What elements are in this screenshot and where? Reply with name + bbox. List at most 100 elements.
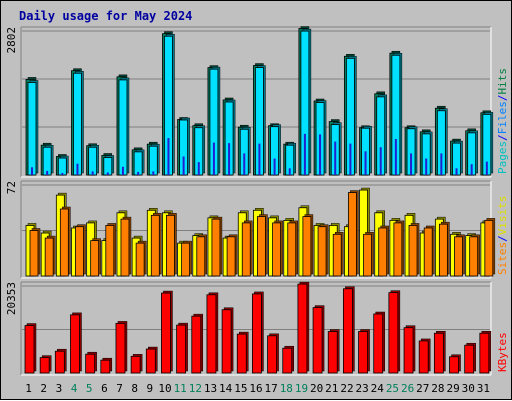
bar-files-day-27 <box>421 131 433 176</box>
bar-kbytes-day-28 <box>433 330 446 374</box>
bar-files-day-1 <box>27 80 39 176</box>
bar-files-day-4 <box>73 70 84 176</box>
panel-top-legend: Pages/Files/Hits <box>496 68 509 174</box>
bar-kbytes-day-31 <box>479 330 492 374</box>
bar-sites-day-29 <box>454 234 465 277</box>
bar-kbytes-day-27 <box>418 338 431 374</box>
bar-pages-day-9 <box>152 171 155 175</box>
bar-sites-day-9 <box>150 213 162 277</box>
bar-pages-day-6 <box>106 172 109 175</box>
day-label-18: 18 <box>280 382 293 395</box>
bar-sites-day-14 <box>226 234 238 277</box>
bar-pages-day-8 <box>137 171 140 175</box>
bar-sites-day-26 <box>408 223 420 277</box>
legend-top-1: / <box>496 134 509 141</box>
bar-files-day-24 <box>376 94 387 176</box>
day-label-3: 3 <box>56 382 63 395</box>
legend-middle-2: Visits <box>496 196 509 236</box>
day-label-10: 10 <box>158 382 171 395</box>
bar-pages-day-18 <box>288 168 291 175</box>
bar-kbytes-day-20 <box>312 305 325 374</box>
bar-kbytes-day-3 <box>54 348 67 374</box>
bar-sites-day-2 <box>44 235 56 277</box>
bar-sites-day-4 <box>75 224 86 277</box>
legend-top-2: Files <box>496 101 509 134</box>
bar-kbytes-day-17 <box>267 333 279 374</box>
bar-kbytes-day-30 <box>464 342 476 374</box>
bar-pages-day-21 <box>334 141 337 175</box>
day-label-15: 15 <box>234 382 247 395</box>
bar-kbytes-day-13 <box>206 292 219 374</box>
bar-kbytes-day-19 <box>297 281 310 374</box>
bar-kbytes-day-29 <box>449 354 461 374</box>
bar-sites-day-15 <box>241 220 253 277</box>
bar-pages-day-20 <box>319 134 322 175</box>
bar-kbytes-day-23 <box>358 329 370 374</box>
legend-bottom-0: KBytes <box>496 332 509 372</box>
panel-middle-max-label: 72 <box>5 181 18 194</box>
day-label-27: 27 <box>416 382 429 395</box>
day-label-13: 13 <box>204 382 217 395</box>
legend-top-4: Hits <box>496 68 509 95</box>
bar-sites-day-30 <box>469 234 480 277</box>
panel-middle-legend: Sites/Visits <box>496 196 509 276</box>
bar-kbytes-day-16 <box>252 291 264 374</box>
bar-pages-day-24 <box>379 147 382 175</box>
chart-title: Daily usage for May 2024 <box>19 9 192 23</box>
bar-files-day-3 <box>57 155 69 176</box>
day-label-23: 23 <box>356 382 369 395</box>
bar-pages-day-26 <box>410 153 413 175</box>
day-label-24: 24 <box>371 382 385 395</box>
bar-sites-day-13 <box>211 216 223 277</box>
bar-sites-day-31 <box>484 218 496 277</box>
bar-kbytes-day-24 <box>373 311 385 374</box>
panel-bottom-max-label: 20353 <box>5 282 18 315</box>
day-label-29: 29 <box>446 382 459 395</box>
day-label-25: 25 <box>386 382 399 395</box>
bar-kbytes-day-1 <box>24 323 37 374</box>
bar-sites-day-28 <box>438 221 450 277</box>
panel-bottom: 20353 KBytes <box>5 281 509 376</box>
bar-files-day-6 <box>103 155 115 176</box>
bar-sites-day-11 <box>181 240 192 277</box>
bar-pages-day-2 <box>46 170 49 175</box>
day-label-11: 11 <box>174 382 187 395</box>
day-label-26: 26 <box>401 382 414 395</box>
bar-pages-day-14 <box>228 143 231 175</box>
bar-sites-day-19 <box>302 214 314 277</box>
day-label-2: 2 <box>40 382 47 395</box>
day-label-1: 1 <box>25 382 32 395</box>
legend-middle-0: Sites <box>496 242 509 275</box>
bar-pages-day-3 <box>61 172 64 175</box>
bar-pages-day-15 <box>243 153 246 175</box>
day-label-19: 19 <box>295 382 308 395</box>
panel-top-max-label: 2802 <box>5 27 18 54</box>
bar-pages-day-30 <box>470 164 473 175</box>
bar-sites-day-23 <box>363 232 374 277</box>
bar-kbytes-day-10 <box>161 290 173 374</box>
day-label-9: 9 <box>147 382 154 395</box>
bar-pages-day-27 <box>425 158 428 175</box>
day-label-16: 16 <box>249 382 262 395</box>
bar-pages-day-7 <box>121 166 124 175</box>
bar-pages-day-13 <box>212 142 215 175</box>
bar-pages-day-31 <box>485 161 488 175</box>
bar-files-day-7 <box>118 77 130 176</box>
day-label-22: 22 <box>340 382 353 395</box>
bar-pages-day-1 <box>31 167 33 175</box>
day-label-14: 14 <box>219 382 233 395</box>
bar-kbytes-day-12 <box>191 313 204 374</box>
day-label-12: 12 <box>189 382 202 395</box>
bar-kbytes-day-26 <box>403 325 416 374</box>
bar-sites-day-16 <box>257 214 268 277</box>
bar-kbytes-day-21 <box>327 329 340 374</box>
day-label-17: 17 <box>265 382 278 395</box>
bar-pages-day-25 <box>394 139 397 175</box>
bar-kbytes-day-11 <box>176 322 188 374</box>
legend-middle-1: / <box>496 235 509 242</box>
bar-pages-day-22 <box>349 143 352 175</box>
day-label-5: 5 <box>86 382 93 395</box>
bar-kbytes-day-25 <box>388 290 401 374</box>
bar-sites-day-1 <box>29 228 41 277</box>
